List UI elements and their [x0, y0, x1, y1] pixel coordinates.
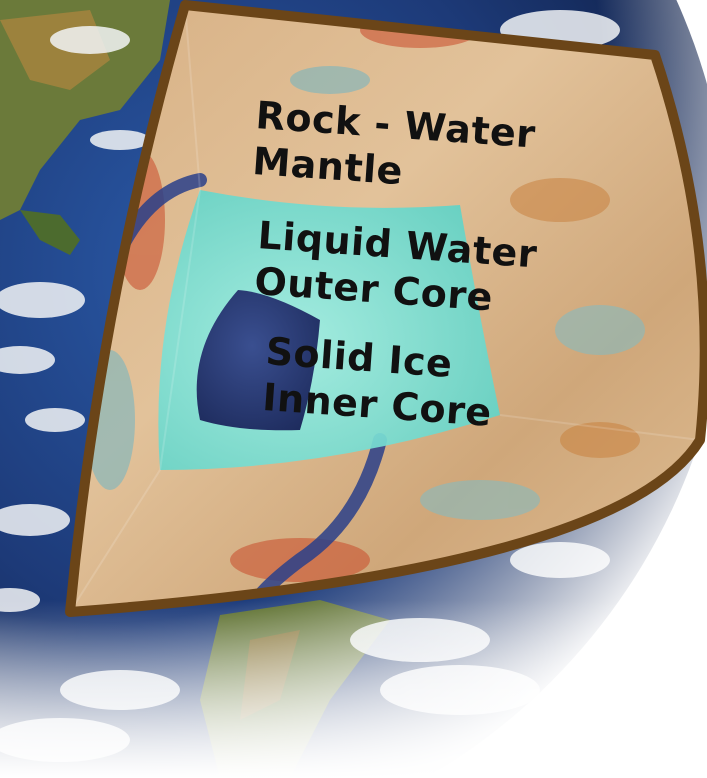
mantle-label-line2: Mantle: [251, 139, 404, 193]
cutaway-rim: [65, 0, 707, 617]
cutaway-wedge: [65, 0, 707, 617]
inner-core-layer: [196, 290, 320, 431]
